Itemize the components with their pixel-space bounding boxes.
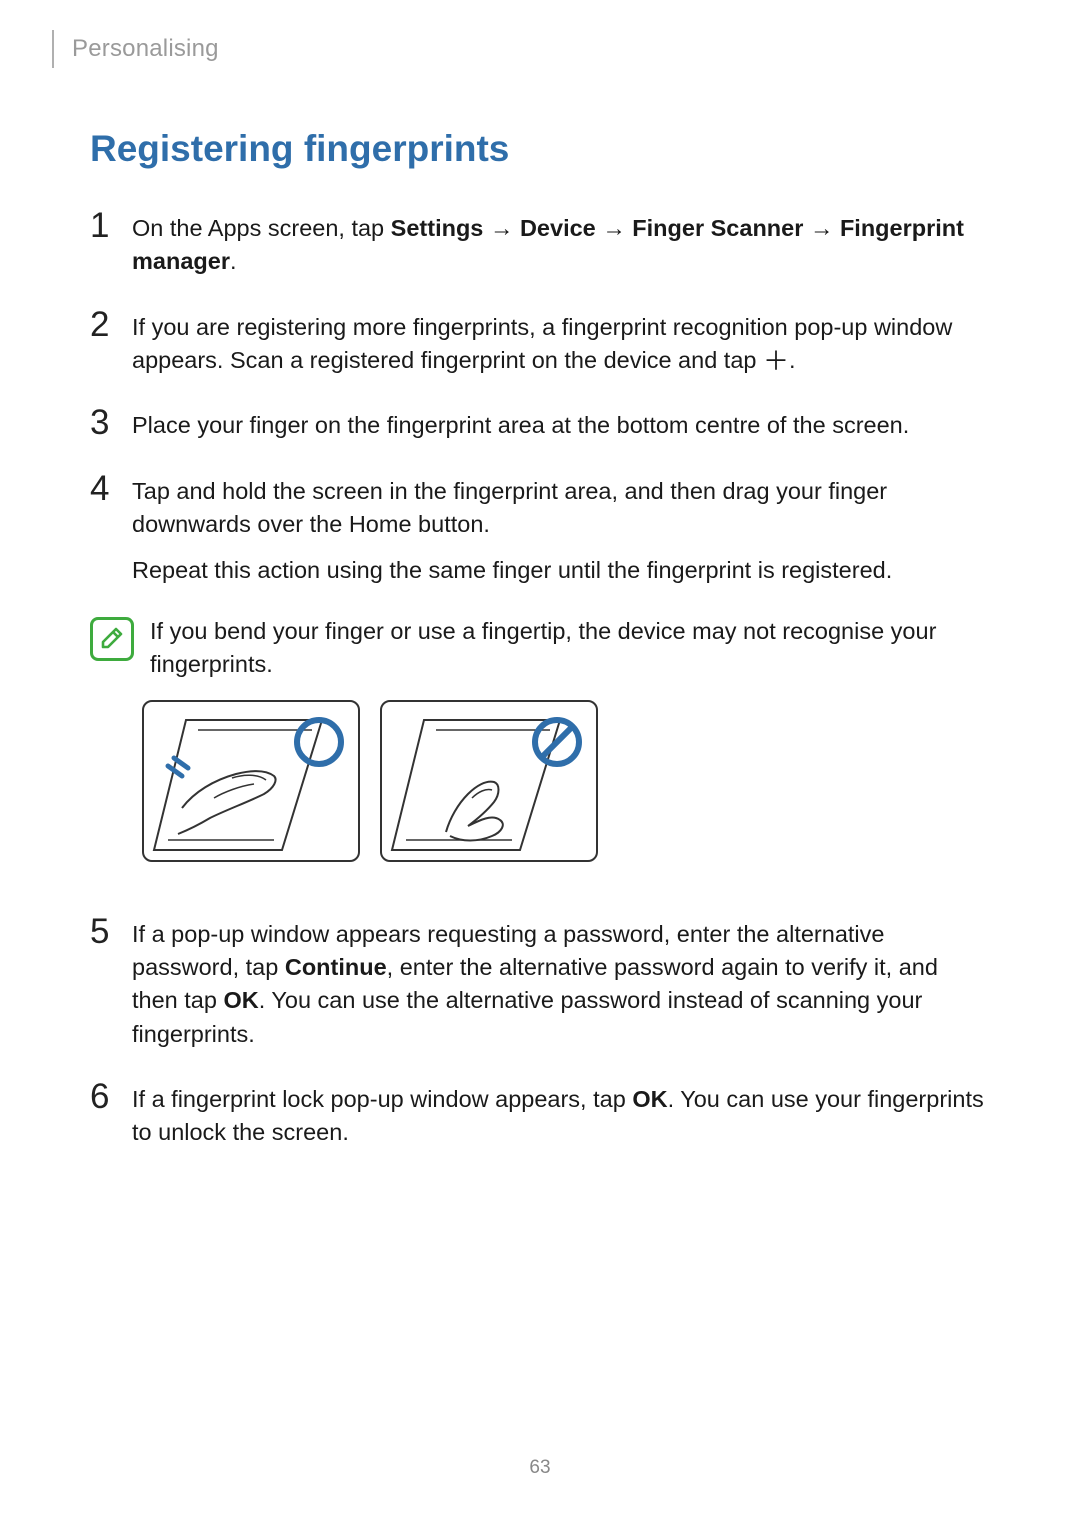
step-body: On the Apps screen, tap Settings → Devic… — [132, 208, 990, 279]
note-block: If you bend your finger or use a fingert… — [90, 615, 990, 682]
ok-label: OK — [223, 987, 258, 1013]
step-number: 5 — [90, 914, 132, 949]
text: On the Apps screen, tap — [132, 215, 391, 241]
text: Repeat this action using the same finger… — [132, 557, 892, 583]
header-divider — [52, 30, 54, 68]
step-5: 5 If a pop-up window appears requesting … — [90, 914, 990, 1051]
settings-label: Settings — [391, 215, 484, 241]
step-2: 2 If you are registering more fingerprin… — [90, 307, 990, 378]
note-icon-wrap — [90, 615, 142, 661]
plus-icon: ＋ — [763, 348, 789, 374]
text: Place your finger on the fingerprint are… — [132, 412, 909, 438]
step-body: If a pop-up window appears requesting a … — [132, 914, 990, 1051]
illustration-incorrect — [380, 700, 598, 862]
step-6: 6 If a fingerprint lock pop-up window ap… — [90, 1079, 990, 1150]
device-label: Device — [520, 215, 596, 241]
breadcrumb: Personalising — [72, 35, 219, 63]
step-body: Place your finger on the fingerprint are… — [132, 405, 990, 442]
step-number: 1 — [90, 208, 132, 243]
text: . — [230, 248, 237, 274]
section-title: Registering fingerprints — [90, 128, 990, 170]
header: Personalising — [90, 30, 990, 68]
illustration-row — [142, 700, 990, 862]
step-number: 6 — [90, 1079, 132, 1114]
text: Tap and hold the screen in the fingerpri… — [132, 478, 887, 537]
step-1: 1 On the Apps screen, tap Settings → Dev… — [90, 208, 990, 279]
step-number: 3 — [90, 405, 132, 440]
continue-label: Continue — [285, 954, 387, 980]
page-number: 63 — [0, 1457, 1080, 1479]
text: If a fingerprint lock pop-up window appe… — [132, 1086, 632, 1112]
illustration-correct — [142, 700, 360, 862]
note-text: If you bend your finger or use a fingert… — [142, 615, 990, 682]
step-number: 2 — [90, 307, 132, 342]
step-body: If a fingerprint lock pop-up window appe… — [132, 1079, 990, 1150]
arrow-icon: → — [803, 215, 840, 241]
step-body: If you are registering more fingerprints… — [132, 307, 990, 378]
text: . — [789, 347, 796, 373]
ok-label: OK — [632, 1086, 667, 1112]
step-4: 4 Tap and hold the screen in the fingerp… — [90, 471, 990, 587]
step-body: Tap and hold the screen in the fingerpri… — [132, 471, 990, 587]
pencil-note-icon — [97, 624, 127, 654]
finger-scanner-label: Finger Scanner — [632, 215, 803, 241]
page: Personalising Registering fingerprints 1… — [0, 0, 1080, 1527]
arrow-icon: → — [596, 215, 633, 241]
step-3: 3 Place your finger on the fingerprint a… — [90, 405, 990, 442]
arrow-icon: → — [483, 215, 520, 241]
step-number: 4 — [90, 471, 132, 506]
text: If you are registering more fingerprints… — [132, 314, 952, 373]
note-icon — [90, 617, 134, 661]
